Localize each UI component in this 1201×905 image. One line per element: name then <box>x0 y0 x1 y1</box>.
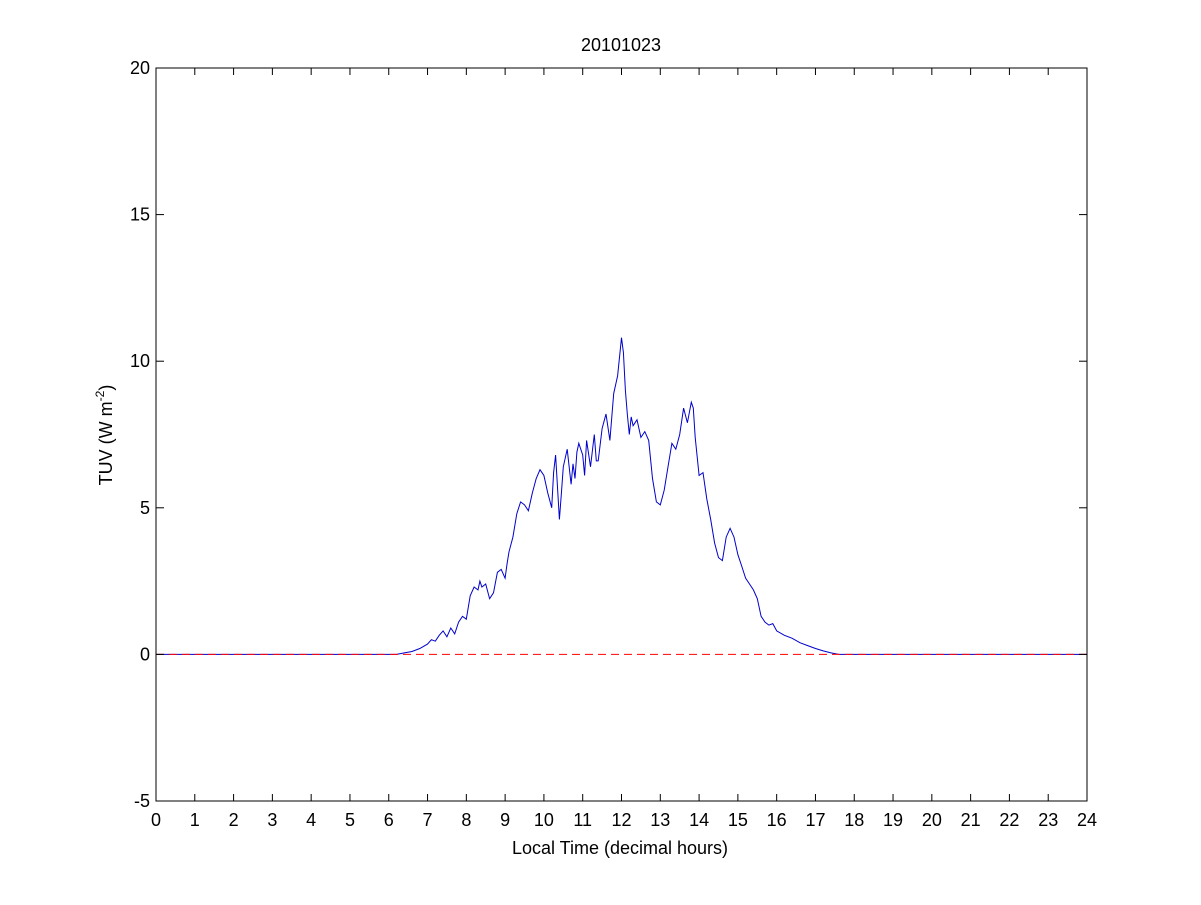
y-axis-label-main: TUV (W m <box>96 401 116 485</box>
x-ticks: 0 1 2 3 4 5 6 7 8 9 10 11 12 13 14 15 16 17 18 19 20 21 22 23 24 <box>151 68 1097 830</box>
x-tick-label: 21 <box>961 810 981 830</box>
chart-title: 20101023 <box>581 35 661 55</box>
x-tick-label: 13 <box>650 810 670 830</box>
y-ticks: -5 0 5 10 15 20 <box>130 58 1087 811</box>
y-axis-label: TUV (W m-2) <box>93 385 116 486</box>
x-tick-label: 19 <box>883 810 903 830</box>
x-tick-label: 15 <box>728 810 748 830</box>
y-tick-label: -5 <box>134 791 150 811</box>
plot-lines <box>156 337 1087 655</box>
y-tick-label: 20 <box>130 58 150 78</box>
x-tick-label: 2 <box>229 810 239 830</box>
x-tick-label: 22 <box>999 810 1019 830</box>
x-tick-label: 7 <box>423 810 433 830</box>
x-tick-label: 6 <box>384 810 394 830</box>
x-tick-label: 24 <box>1077 810 1097 830</box>
x-tick-label: 18 <box>844 810 864 830</box>
x-tick-label: 23 <box>1038 810 1058 830</box>
x-tick-label: 0 <box>151 810 161 830</box>
x-tick-label: 16 <box>767 810 787 830</box>
x-tick-label: 17 <box>805 810 825 830</box>
y-axis-label-superscript: -2 <box>93 390 107 401</box>
x-tick-label: 11 <box>573 810 592 830</box>
axes-box <box>155 67 1088 802</box>
x-tick-label: 5 <box>345 810 355 830</box>
x-tick-label: 10 <box>534 810 554 830</box>
y-tick-label: 5 <box>140 498 150 518</box>
tuv-series-line <box>156 337 1087 655</box>
x-tick-label: 14 <box>689 810 709 830</box>
x-tick-label: 8 <box>461 810 471 830</box>
y-tick-label: 0 <box>140 644 150 664</box>
x-tick-label: 1 <box>190 810 200 830</box>
x-tick-label: 3 <box>267 810 277 830</box>
x-tick-label: 12 <box>611 810 631 830</box>
y-axis-label-close: ) <box>96 385 116 391</box>
x-tick-label: 20 <box>922 810 942 830</box>
x-tick-label: 4 <box>306 810 316 830</box>
y-tick-label: 15 <box>130 205 150 225</box>
x-axis-label: Local Time (decimal hours) <box>512 838 728 858</box>
y-tick-label: 10 <box>130 351 150 371</box>
x-tick-label: 9 <box>500 810 510 830</box>
